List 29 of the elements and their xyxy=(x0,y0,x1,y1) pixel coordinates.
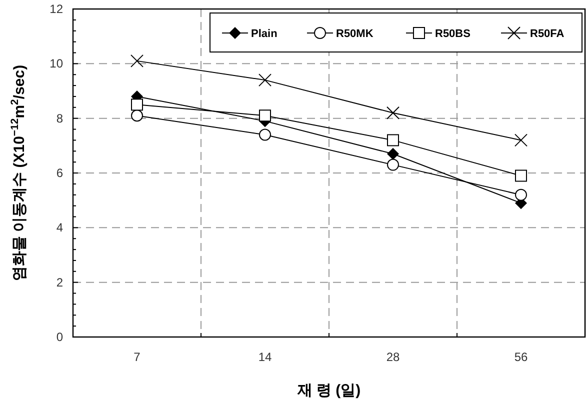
x-tick-label: 7 xyxy=(134,350,141,364)
legend-label: R50BS xyxy=(435,28,470,40)
y-tick-label: 8 xyxy=(56,111,64,126)
y-tick-label: 10 xyxy=(50,56,64,71)
point xyxy=(386,106,400,120)
point xyxy=(514,134,528,147)
point xyxy=(515,188,527,201)
point xyxy=(258,74,272,87)
y-tick-label: 4 xyxy=(56,220,64,235)
legend-label: R50FA xyxy=(530,28,564,40)
point xyxy=(387,158,399,171)
x-tick-label: 56 xyxy=(514,350,528,364)
point xyxy=(387,134,399,146)
point xyxy=(131,98,143,111)
point xyxy=(130,54,144,68)
point xyxy=(515,170,527,182)
legend-label: Plain xyxy=(251,28,278,40)
legend-label: R50MK xyxy=(336,28,374,40)
y-tick-label: 12 xyxy=(50,2,64,16)
point xyxy=(259,110,271,122)
y-tick-label: 2 xyxy=(56,275,64,290)
point xyxy=(131,110,143,122)
y-tick-label: 0 xyxy=(56,330,64,344)
point xyxy=(259,128,271,141)
x-tick-label: 14 xyxy=(258,350,272,364)
x-axis-title: 재 령 (일) xyxy=(296,382,361,399)
x-tick-label: 28 xyxy=(386,350,400,364)
point xyxy=(387,148,399,160)
y-tick-label: 6 xyxy=(56,166,64,180)
